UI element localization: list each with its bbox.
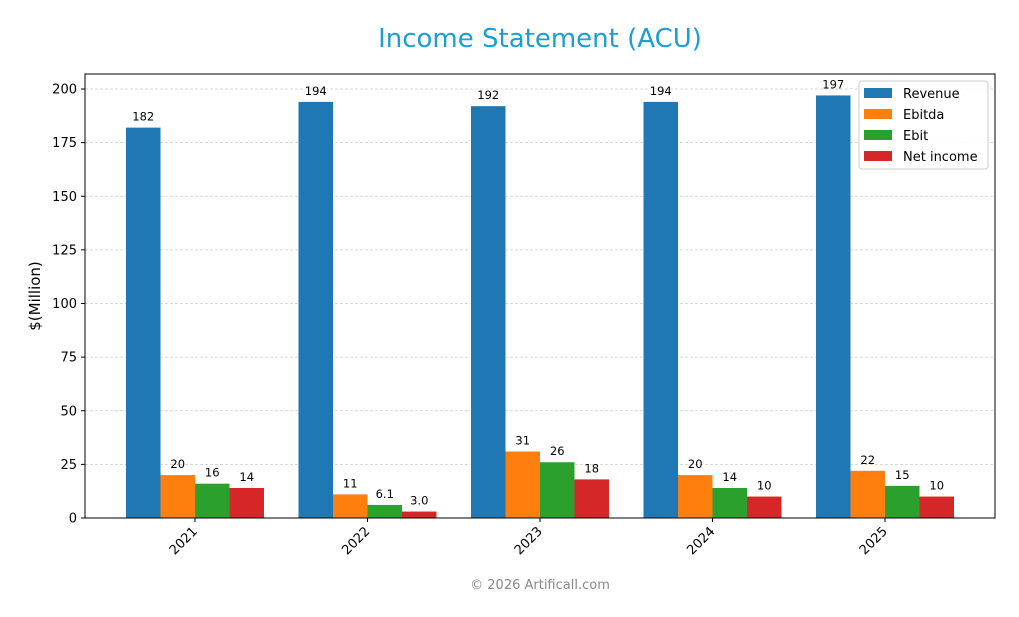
bar-value-label: 14 <box>722 470 737 484</box>
legend-label: Ebit <box>903 129 928 144</box>
bar-ebit-2024 <box>712 487 747 518</box>
x-tick-label: 2021 <box>167 524 201 558</box>
x-axis: 2021 2022 2023 2024 2025 <box>167 518 891 558</box>
bar-value-label: 6.1 <box>376 487 394 501</box>
bar-net-income-2024 <box>747 496 782 518</box>
bar-ebitda-2021 <box>160 475 195 518</box>
bar-ebitda-2024 <box>678 475 713 518</box>
bar-ebit-2021 <box>195 483 230 518</box>
bar-ebit-2022 <box>367 504 402 518</box>
bar-value-label: 194 <box>305 84 327 98</box>
legend-label: Net income <box>903 150 978 165</box>
x-tick-label: 2024 <box>684 524 718 558</box>
bar-value-label: 182 <box>132 110 154 124</box>
bar-ebit-2023 <box>540 462 575 518</box>
bar-value-label: 14 <box>239 470 254 484</box>
bar-value-label: 194 <box>650 84 672 98</box>
y-tick-label: 75 <box>60 351 77 366</box>
y-axis: 0 25 50 75 100 125 150 175 200 <box>52 83 85 527</box>
bar-value-label: 20 <box>170 457 185 471</box>
bar-net-income-2025 <box>919 496 954 518</box>
legend: Revenue Ebitda Ebit Net income <box>858 80 989 170</box>
y-tick-label: 200 <box>52 83 77 98</box>
y-tick-label: 0 <box>69 512 77 527</box>
bar-net-income-2022 <box>402 511 437 518</box>
bar-revenue-2024 <box>643 101 678 519</box>
legend-swatch <box>864 88 892 98</box>
bar-value-label: 10 <box>757 479 772 493</box>
bar-ebit-2025 <box>885 485 920 518</box>
value-labels: 182 20 16 14 194 11 6.1 3.0 192 31 26 18 194 20 14 10 19… <box>132 77 944 507</box>
bar-value-label: 192 <box>477 88 499 102</box>
legend-swatch <box>864 109 892 119</box>
bar-value-label: 16 <box>205 466 220 480</box>
y-axis-label: $(Million) <box>26 261 44 331</box>
bar-ebitda-2025 <box>850 470 885 518</box>
y-tick-label: 125 <box>52 243 77 258</box>
bar-value-label: 11 <box>343 476 358 490</box>
bar-value-label: 18 <box>584 461 599 475</box>
bar-net-income-2023 <box>574 479 609 518</box>
y-tick-label: 50 <box>60 404 77 419</box>
bar-net-income-2021 <box>229 487 264 518</box>
bar-value-label: 26 <box>550 444 565 458</box>
bar-ebitda-2022 <box>333 494 368 518</box>
legend-swatch <box>864 151 892 161</box>
bar-value-label: 197 <box>822 77 844 91</box>
bar-revenue-2023 <box>471 106 506 518</box>
bars <box>126 95 954 519</box>
y-tick-label: 100 <box>52 297 77 312</box>
y-tick-label: 25 <box>60 458 77 473</box>
bar-revenue-2021 <box>126 127 161 519</box>
gridlines <box>85 88 995 465</box>
bar-revenue-2022 <box>298 101 333 519</box>
bar-revenue-2025 <box>816 95 851 518</box>
x-tick-label: 2022 <box>339 524 373 558</box>
legend-box <box>858 80 989 170</box>
bar-ebitda-2023 <box>505 451 540 518</box>
y-tick-label: 175 <box>52 136 77 151</box>
bar-value-label: 20 <box>688 457 703 471</box>
x-tick-label: 2023 <box>512 524 546 558</box>
x-tick-label: 2025 <box>857 524 891 558</box>
bar-value-label: 22 <box>860 453 875 467</box>
legend-swatch <box>864 130 892 140</box>
legend-label: Revenue <box>903 87 960 102</box>
y-tick-label: 150 <box>52 190 77 205</box>
bar-value-label: 15 <box>895 468 910 482</box>
chart-title: Income Statement (ACU) <box>378 24 702 54</box>
bar-value-label: 3.0 <box>410 494 428 508</box>
legend-label: Ebitda <box>903 108 944 123</box>
bar-value-label: 31 <box>515 434 530 448</box>
bar-value-label: 10 <box>929 479 944 493</box>
watermark: © 2026 Artificall.com <box>470 578 610 593</box>
